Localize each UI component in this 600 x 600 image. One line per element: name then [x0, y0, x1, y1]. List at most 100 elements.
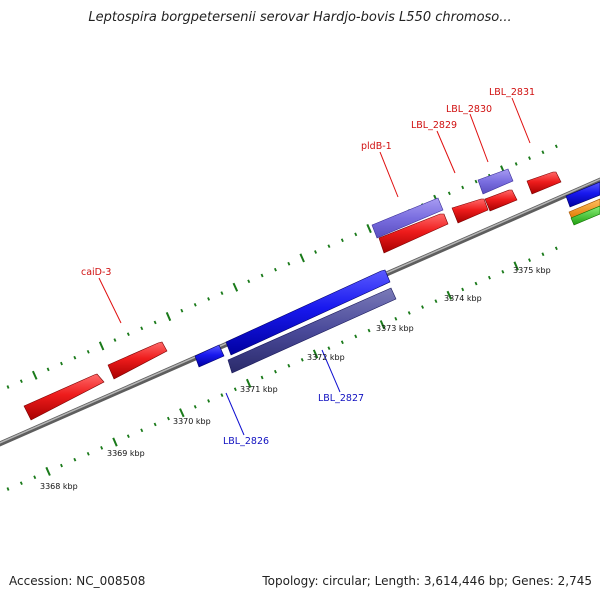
lower-minor-tick [33, 475, 37, 480]
upper-minor-tick [207, 297, 211, 301]
upper-minor-tick [60, 361, 63, 366]
coord-label-3374: 3374 kbp [444, 294, 482, 303]
lbl-2827-leader [321, 349, 341, 393]
plbd-1-gene[interactable] [378, 213, 449, 254]
edge-green-gene[interactable] [570, 205, 600, 226]
upper-minor-tick [447, 191, 451, 196]
coord-label-3370: 3370 kbp [173, 417, 211, 426]
lower-minor-tick [554, 246, 558, 251]
lower-minor-tick [434, 299, 438, 304]
lower-minor-tick [60, 463, 63, 468]
upper-minor-tick [220, 291, 224, 295]
lower-minor-tick [367, 328, 371, 333]
lower-minor-tick [340, 340, 344, 345]
upper-minor-tick [113, 338, 117, 342]
gene-label-lbl-2830: LBL_2830 [446, 104, 492, 115]
coord-label-3369: 3369 kbp [107, 449, 145, 458]
upper-major-tick [366, 224, 372, 234]
gene-label-pldb-1: pldB-1 [361, 141, 392, 152]
lower-major-tick [245, 378, 252, 388]
upper-major-tick [165, 312, 172, 322]
upper-major-tick [98, 341, 105, 351]
lbl-2830-gene[interactable] [484, 189, 518, 212]
gene-label-lbl-2826: LBL_2826 [223, 436, 269, 447]
lower-minor-tick [354, 334, 358, 339]
upper-minor-tick [273, 267, 277, 272]
coord-label-3373: 3373 kbp [376, 324, 414, 333]
caid-3-leader [98, 277, 122, 324]
accession-text: Accession: NC_008508 [9, 574, 146, 588]
lower-minor-tick [260, 375, 264, 380]
gene-label-lbl-2831: LBL_2831 [489, 87, 535, 98]
lower-minor-tick [193, 405, 197, 409]
lbl-2830-gene-top[interactable] [477, 168, 514, 195]
upper-minor-tick [19, 379, 23, 383]
lower-minor-tick [220, 393, 224, 397]
upper-minor-tick [314, 250, 318, 254]
lower-minor-tick [327, 346, 331, 350]
lower-minor-tick [461, 287, 465, 292]
upper-minor-tick [327, 244, 331, 248]
coord-label-3372: 3372 kbp [307, 353, 345, 362]
lower-minor-tick [166, 416, 170, 421]
lbl-2826-leader [225, 392, 245, 436]
upper-minor-tick [247, 279, 251, 284]
gene-label-lbl-2827: LBL_2827 [318, 393, 364, 404]
lower-minor-tick [394, 316, 398, 321]
lower-minor-tick [140, 428, 144, 433]
lower-minor-tick [541, 252, 545, 257]
lower-minor-tick [153, 422, 157, 427]
lower-minor-tick [207, 399, 211, 403]
lbl-2827-gene[interactable] [227, 287, 397, 374]
lower-major-tick [513, 261, 519, 271]
lbl-2830-leader [469, 113, 489, 163]
lower-minor-tick [474, 281, 478, 286]
upper-minor-tick [528, 156, 532, 160]
upper-minor-tick [6, 385, 10, 389]
gene-label-lbl-2829: LBL_2829 [411, 120, 457, 131]
lower-minor-tick [287, 363, 291, 368]
upper-minor-tick [193, 303, 197, 307]
lbl-2829-gene[interactable] [451, 198, 489, 224]
plbd-1-gene-top[interactable] [371, 197, 444, 239]
topology-summary-text: Topology: circular; Length: 3,614,446 bp… [262, 574, 592, 588]
upper-major-tick [232, 282, 239, 292]
upper-minor-tick [140, 326, 144, 331]
lower-tick-row [6, 246, 558, 491]
plbd-1-leader [379, 151, 399, 198]
lower-major-tick [112, 437, 118, 447]
small-reverse-gene[interactable] [194, 344, 225, 368]
upper-minor-tick [126, 332, 130, 336]
lower-minor-tick [300, 358, 304, 362]
upper-minor-tick [180, 308, 184, 313]
caid-3-gene-left[interactable] [23, 373, 105, 421]
upper-minor-tick [46, 367, 50, 372]
lbl-2831-gene[interactable] [526, 171, 562, 195]
lower-minor-tick [487, 275, 491, 280]
edge-reverse-gene[interactable] [565, 181, 600, 208]
upper-minor-tick [153, 320, 157, 325]
lower-minor-tick [273, 369, 277, 374]
edge-orange-gene[interactable] [568, 198, 600, 220]
upper-major-tick [31, 370, 38, 380]
lower-minor-tick [100, 446, 104, 450]
lower-major-tick [45, 466, 51, 476]
lower-minor-tick [528, 258, 532, 262]
large-reverse-gene[interactable] [225, 269, 391, 356]
lower-minor-tick [233, 387, 237, 392]
coord-label-3375: 3375 kbp [513, 266, 551, 275]
lower-minor-tick [407, 311, 411, 315]
map-title: Leptospira borgpetersenii serovar Hardjo… [88, 10, 512, 25]
upper-minor-tick [260, 273, 264, 278]
upper-minor-tick [287, 261, 291, 266]
caid-3-gene[interactable] [107, 341, 168, 380]
upper-minor-tick [514, 162, 518, 166]
lower-minor-tick [126, 434, 130, 438]
lower-major-tick [312, 349, 319, 359]
coord-label-3368: 3368 kbp [40, 482, 78, 491]
upper-minor-tick [73, 355, 77, 360]
gene-label-caid-3: caiD-3 [81, 267, 111, 278]
upper-major-tick [299, 253, 305, 263]
lower-minor-tick [86, 451, 90, 456]
